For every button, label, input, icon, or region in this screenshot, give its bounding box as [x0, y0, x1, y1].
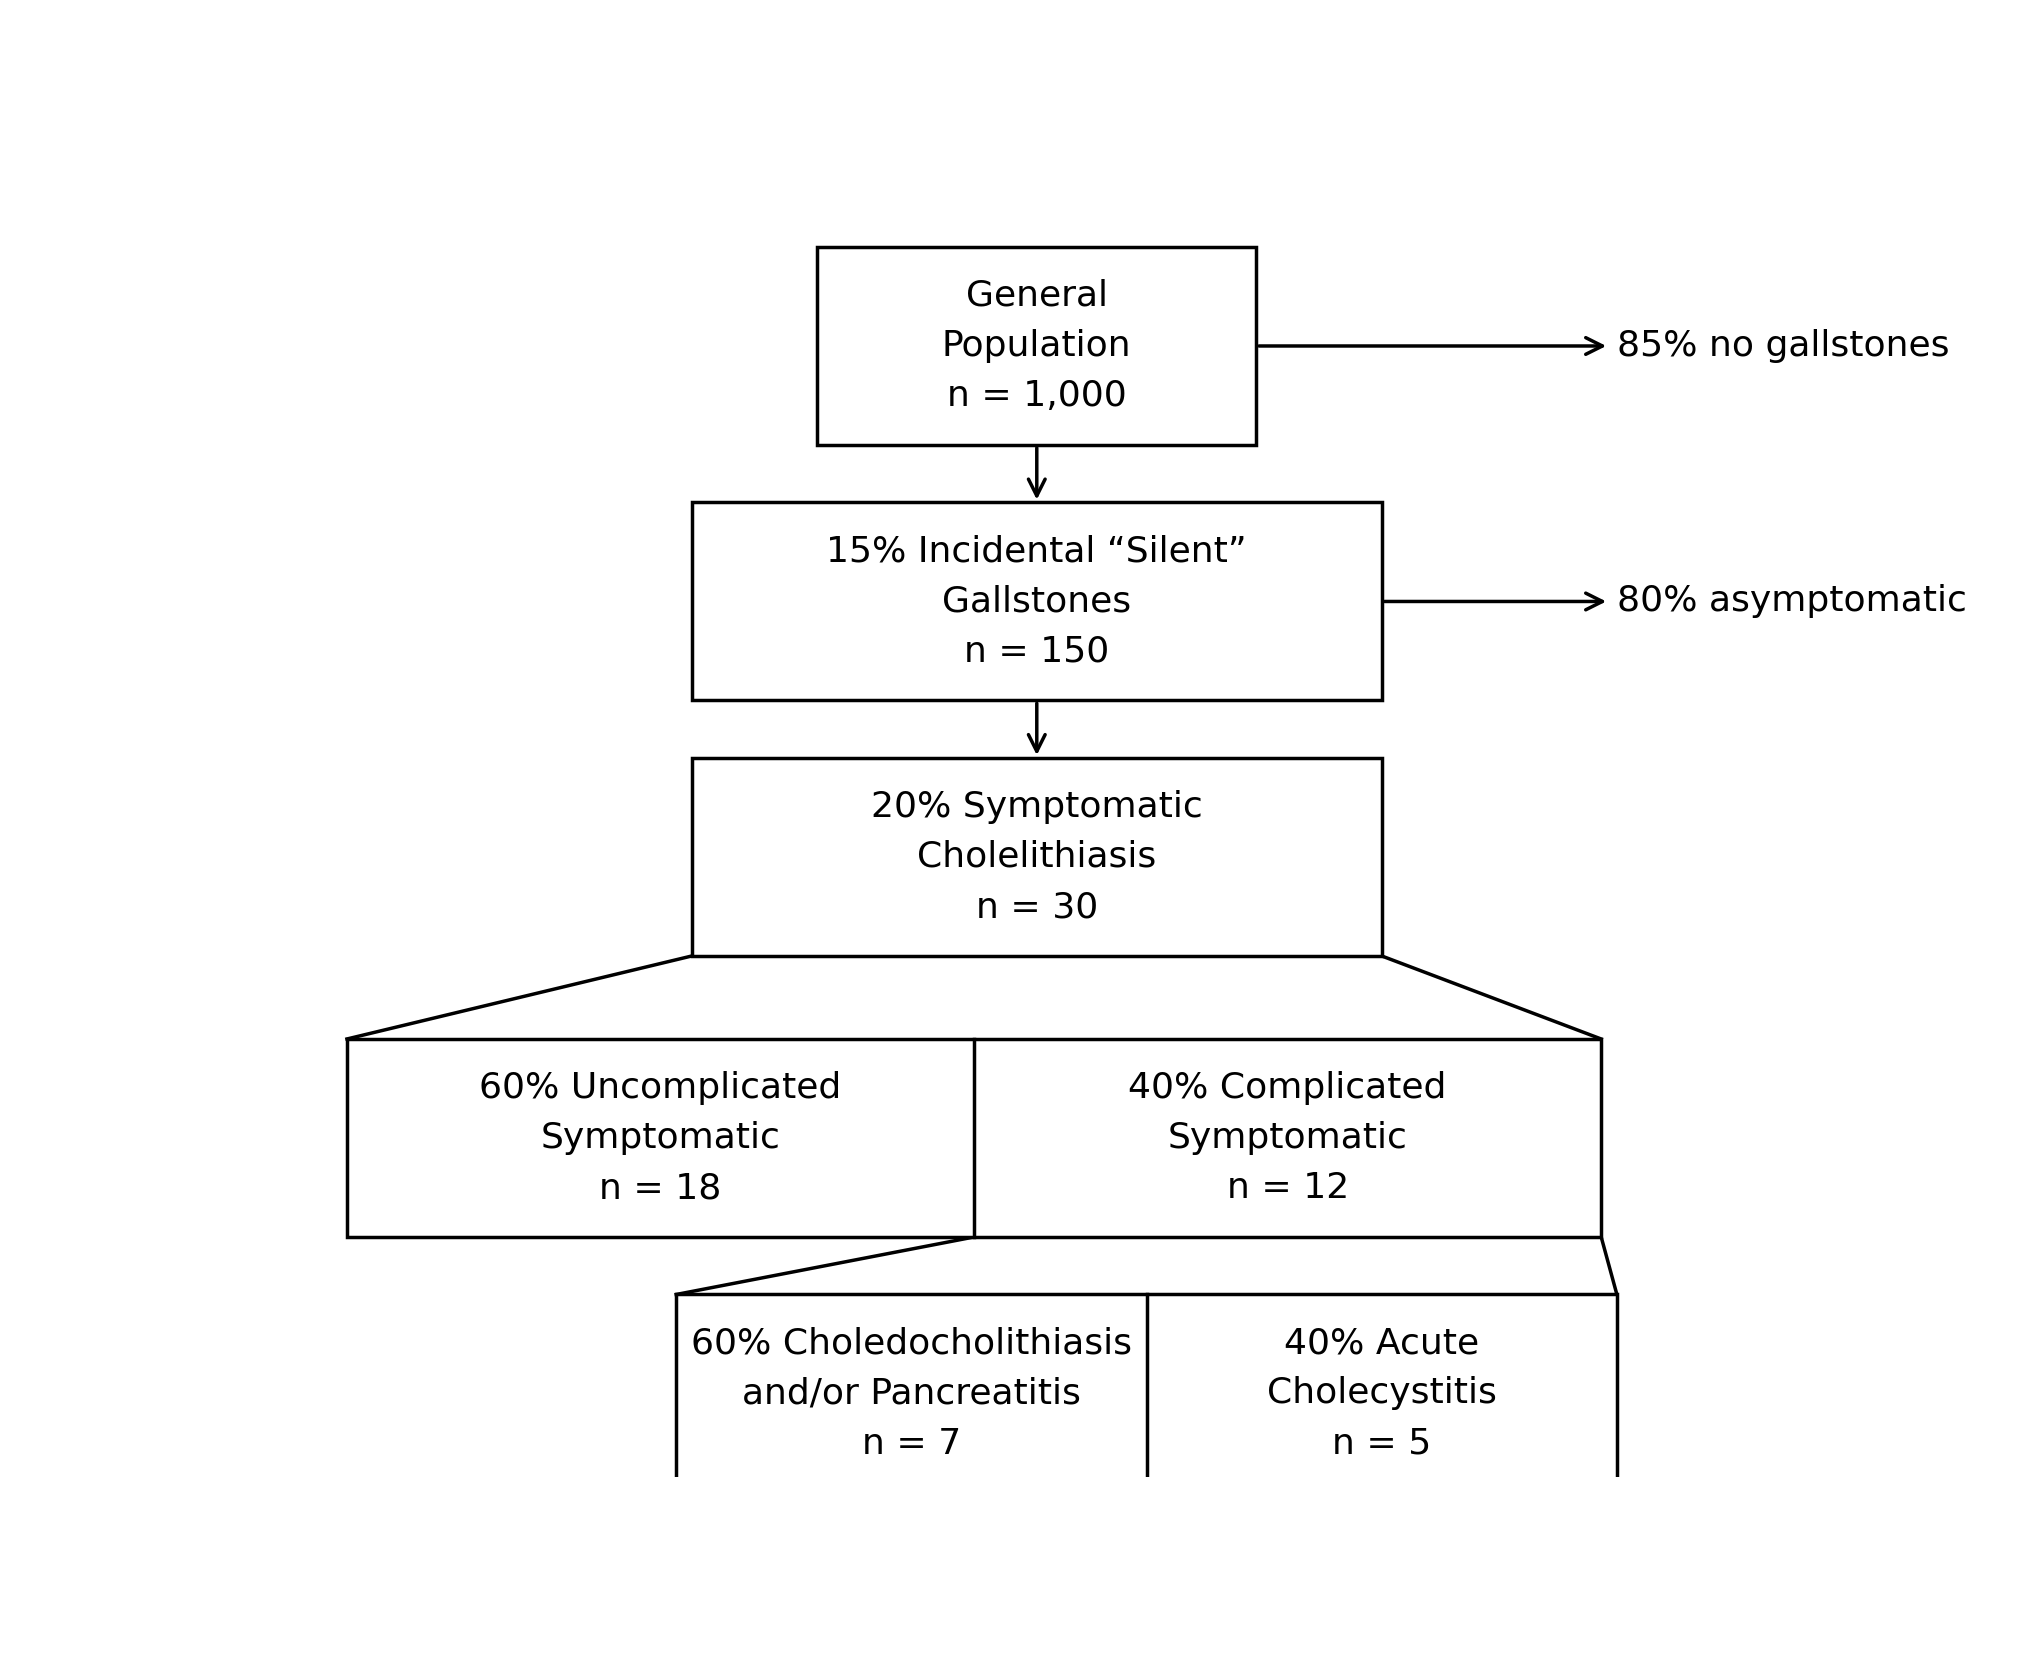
Text: 20% Symptomatic
Cholelithiasis
n = 30: 20% Symptomatic Cholelithiasis n = 30: [872, 790, 1202, 924]
Bar: [692, 758, 1382, 956]
Bar: [692, 503, 1382, 700]
Bar: [348, 1039, 1602, 1238]
Text: 40% Acute
Cholecystitis
n = 5: 40% Acute Cholecystitis n = 5: [1266, 1326, 1497, 1460]
Text: General
Population
n = 1,000: General Population n = 1,000: [943, 279, 1131, 413]
Text: 40% Complicated
Symptomatic
n = 12: 40% Complicated Symptomatic n = 12: [1129, 1070, 1446, 1204]
Text: 60% Uncomplicated
Symptomatic
n = 18: 60% Uncomplicated Symptomatic n = 18: [479, 1070, 842, 1204]
Text: 85% no gallstones: 85% no gallstones: [1616, 328, 1950, 363]
Bar: [817, 247, 1256, 445]
Bar: [676, 1294, 1616, 1493]
Text: 60% Choledocholithiasis
and/or Pancreatitis
n = 7: 60% Choledocholithiasis and/or Pancreati…: [692, 1326, 1131, 1460]
Text: 15% Incidental “Silent”
Gallstones
n = 150: 15% Incidental “Silent” Gallstones n = 1…: [827, 534, 1246, 669]
Text: 80% asymptomatic: 80% asymptomatic: [1616, 584, 1966, 619]
